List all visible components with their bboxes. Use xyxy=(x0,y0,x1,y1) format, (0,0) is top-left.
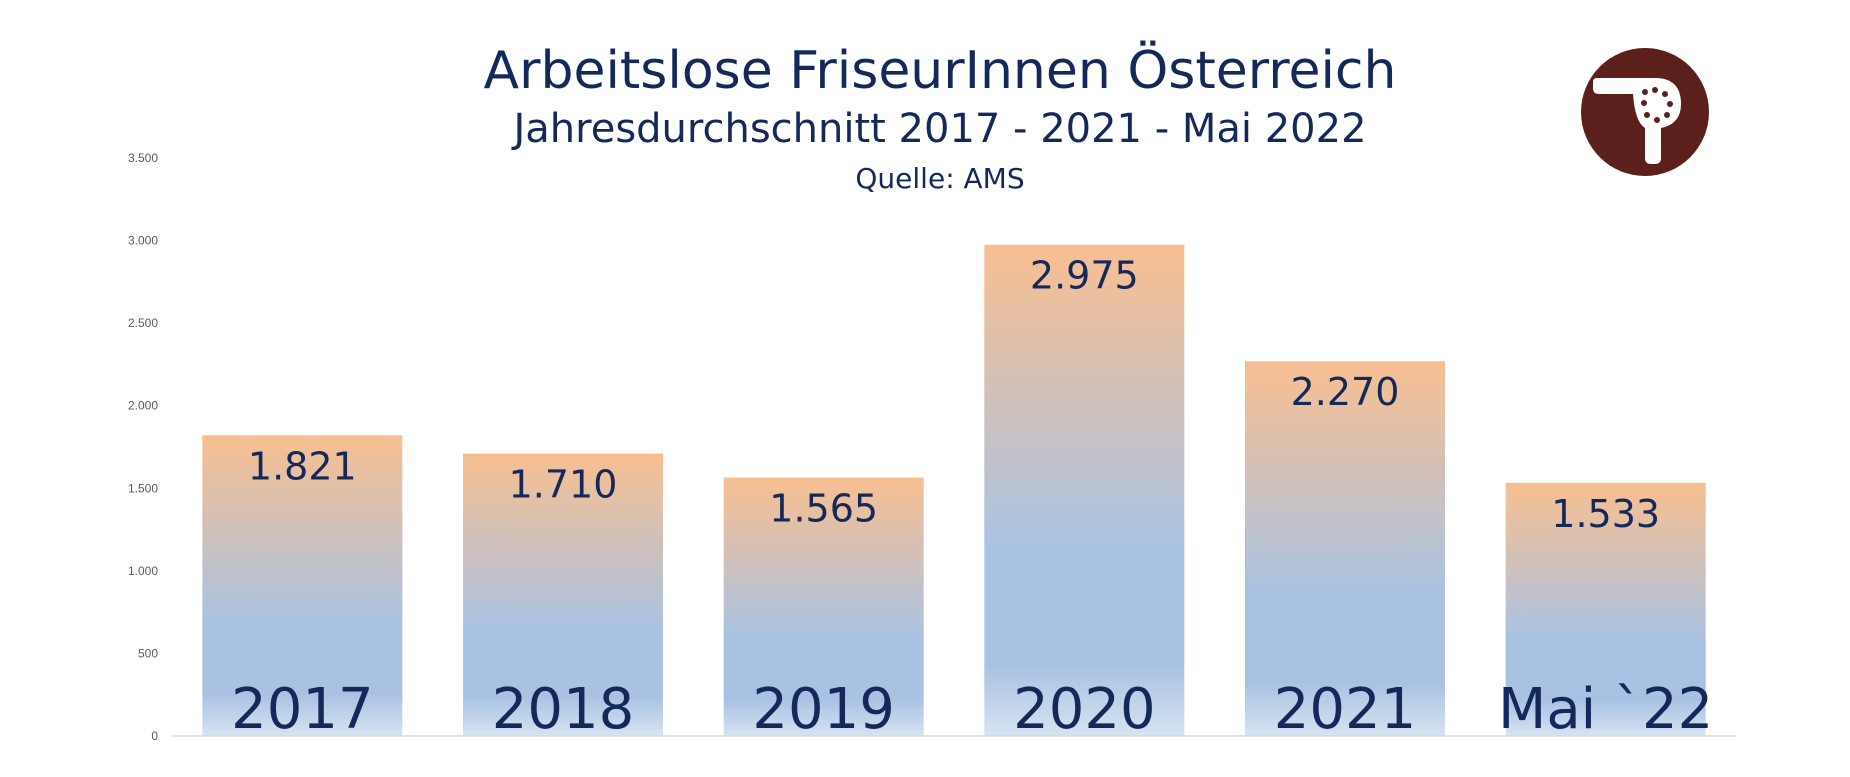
y-tick-label: 1.500 xyxy=(128,481,158,495)
bar-value-label: 1.533 xyxy=(1551,492,1660,536)
bar xyxy=(984,244,1185,736)
y-tick-label: 2.500 xyxy=(128,316,158,330)
bar-value-label: 1.710 xyxy=(509,463,618,507)
y-tick-label: 3.500 xyxy=(128,151,158,165)
bar-value-label: 1.565 xyxy=(769,487,878,531)
hair-dryer-icon xyxy=(1593,78,1681,164)
category-label: 2019 xyxy=(752,677,895,742)
chart-subtitle: Jahresdurchschnitt 2017 - 2021 - Mai 202… xyxy=(510,106,1366,152)
y-tick-label: 0 xyxy=(151,729,158,743)
bar-value-label: 2.975 xyxy=(1030,254,1139,298)
chart-title: Arbeitslose FriseurInnen Österreich xyxy=(484,40,1397,101)
y-tick-label: 500 xyxy=(138,646,158,660)
y-tick-label: 3.000 xyxy=(128,234,158,248)
logo xyxy=(1581,48,1709,176)
bar-value-label: 1.821 xyxy=(248,444,357,488)
category-label: 2021 xyxy=(1274,677,1417,742)
category-label: 2017 xyxy=(231,677,374,742)
bar xyxy=(1505,482,1706,736)
bar xyxy=(202,435,403,736)
bar xyxy=(723,477,924,736)
category-label: Mai `22 xyxy=(1498,677,1713,742)
category-label: 2020 xyxy=(1013,677,1156,742)
category-label: 2018 xyxy=(492,677,635,742)
y-tick-label: 1.000 xyxy=(128,564,158,578)
chart-source: Quelle: AMS xyxy=(855,162,1024,195)
y-axis: 0 500 1.000 1.500 2.000 2.500 3.000 3.500 xyxy=(128,151,158,743)
bar-value-label: 2.270 xyxy=(1291,370,1400,414)
y-tick-label: 2.000 xyxy=(128,399,158,413)
bar xyxy=(1245,361,1445,736)
bar xyxy=(463,453,663,736)
bars: 1.821 2017 1.710 2018 1.565 2019 2.975 2020 2.27… xyxy=(202,244,1713,742)
